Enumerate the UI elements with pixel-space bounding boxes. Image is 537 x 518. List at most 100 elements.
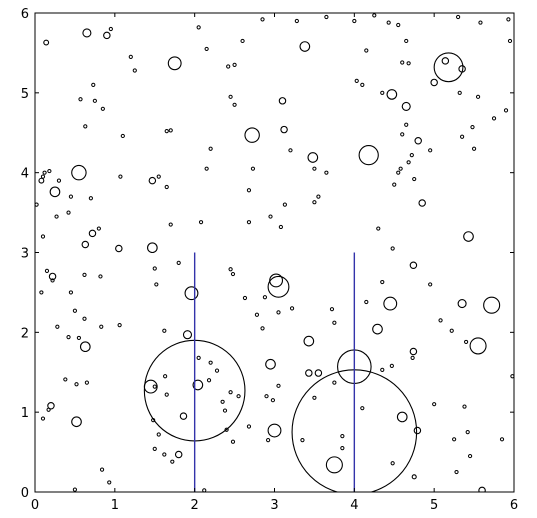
data-point bbox=[72, 308, 78, 313]
data-circle bbox=[483, 296, 501, 314]
data-circle bbox=[115, 244, 123, 253]
data-point bbox=[162, 328, 167, 333]
data-point bbox=[176, 260, 181, 265]
data-point bbox=[88, 196, 93, 201]
data-point bbox=[128, 54, 133, 60]
data-point bbox=[208, 146, 213, 151]
data-point bbox=[506, 17, 511, 22]
data-point bbox=[268, 214, 273, 219]
data-circle bbox=[267, 275, 290, 298]
axes-frame bbox=[34, 12, 515, 493]
data-point bbox=[240, 38, 245, 44]
y-tick-label: 2 bbox=[21, 326, 29, 341]
data-circle bbox=[71, 164, 87, 181]
data-point bbox=[332, 380, 337, 385]
data-point bbox=[54, 214, 59, 219]
data-circle bbox=[103, 31, 111, 40]
data-point bbox=[432, 402, 437, 407]
data-point bbox=[386, 20, 391, 25]
data-point bbox=[404, 122, 409, 127]
data-point bbox=[360, 82, 365, 87]
y-tick-label: 1 bbox=[21, 406, 29, 421]
data-point bbox=[99, 467, 105, 472]
data-point bbox=[162, 452, 167, 457]
data-point bbox=[470, 125, 475, 130]
data-circle bbox=[79, 341, 91, 353]
data-point bbox=[99, 324, 104, 329]
data-point bbox=[100, 106, 105, 111]
data-point bbox=[454, 469, 459, 475]
data-circle bbox=[265, 358, 276, 370]
data-point bbox=[389, 363, 394, 368]
data-point bbox=[83, 124, 88, 129]
data-point bbox=[156, 432, 161, 437]
data-point bbox=[224, 427, 229, 432]
data-point bbox=[467, 453, 473, 459]
data-point bbox=[507, 38, 513, 44]
x-tick-label: 3 bbox=[270, 498, 278, 513]
data-point bbox=[264, 394, 269, 399]
data-point bbox=[202, 488, 207, 492]
data-point bbox=[400, 132, 405, 137]
data-point bbox=[246, 220, 252, 225]
data-circle bbox=[358, 144, 379, 166]
x-tick-label: 4 bbox=[350, 498, 358, 513]
data-point bbox=[499, 437, 505, 442]
data-point bbox=[250, 166, 256, 171]
data-point bbox=[260, 17, 265, 22]
data-point bbox=[39, 290, 44, 295]
data-point bbox=[412, 176, 417, 182]
data-point bbox=[232, 102, 237, 107]
data-circle bbox=[458, 65, 466, 73]
data-point bbox=[312, 395, 317, 400]
data-point bbox=[340, 434, 345, 439]
data-point bbox=[170, 459, 175, 464]
data-circle bbox=[184, 286, 199, 301]
data-point bbox=[380, 90, 385, 95]
data-circle bbox=[325, 456, 343, 474]
data-point bbox=[214, 368, 220, 373]
data-point bbox=[35, 202, 39, 207]
data-circle bbox=[469, 337, 487, 355]
data-circle bbox=[478, 486, 486, 492]
data-point bbox=[410, 355, 415, 360]
data-circle bbox=[418, 199, 426, 207]
data-point bbox=[50, 278, 55, 283]
data-point bbox=[390, 246, 395, 251]
data-point bbox=[168, 128, 173, 133]
data-point bbox=[152, 446, 157, 451]
data-point bbox=[152, 384, 157, 389]
data-circle bbox=[383, 296, 398, 311]
data-point bbox=[364, 299, 369, 305]
data-circle bbox=[179, 412, 188, 420]
data-circle bbox=[192, 379, 204, 391]
data-point bbox=[40, 234, 46, 239]
data-point bbox=[406, 160, 411, 165]
data-point bbox=[55, 324, 60, 329]
data-point bbox=[168, 222, 173, 227]
data-point bbox=[204, 166, 209, 171]
data-circle bbox=[433, 52, 464, 83]
data-circle bbox=[303, 335, 315, 347]
data-circle bbox=[457, 299, 467, 309]
x-tick-label: 2 bbox=[191, 498, 199, 513]
data-point bbox=[282, 202, 287, 207]
data-point bbox=[91, 82, 96, 87]
data-point bbox=[428, 282, 433, 287]
data-point bbox=[456, 14, 461, 20]
data-point bbox=[380, 279, 385, 285]
data-point bbox=[409, 153, 414, 158]
data-circle bbox=[463, 231, 474, 242]
data-point bbox=[108, 26, 113, 32]
data-circle bbox=[307, 152, 319, 163]
x-tick-label: 6 bbox=[510, 498, 518, 513]
data-point bbox=[206, 378, 212, 383]
data-point bbox=[68, 194, 74, 199]
data-point bbox=[464, 339, 469, 345]
data-point bbox=[276, 310, 281, 315]
data-circle bbox=[413, 426, 422, 435]
data-circle bbox=[81, 240, 90, 249]
data-point bbox=[66, 335, 71, 340]
data-point bbox=[262, 295, 268, 300]
